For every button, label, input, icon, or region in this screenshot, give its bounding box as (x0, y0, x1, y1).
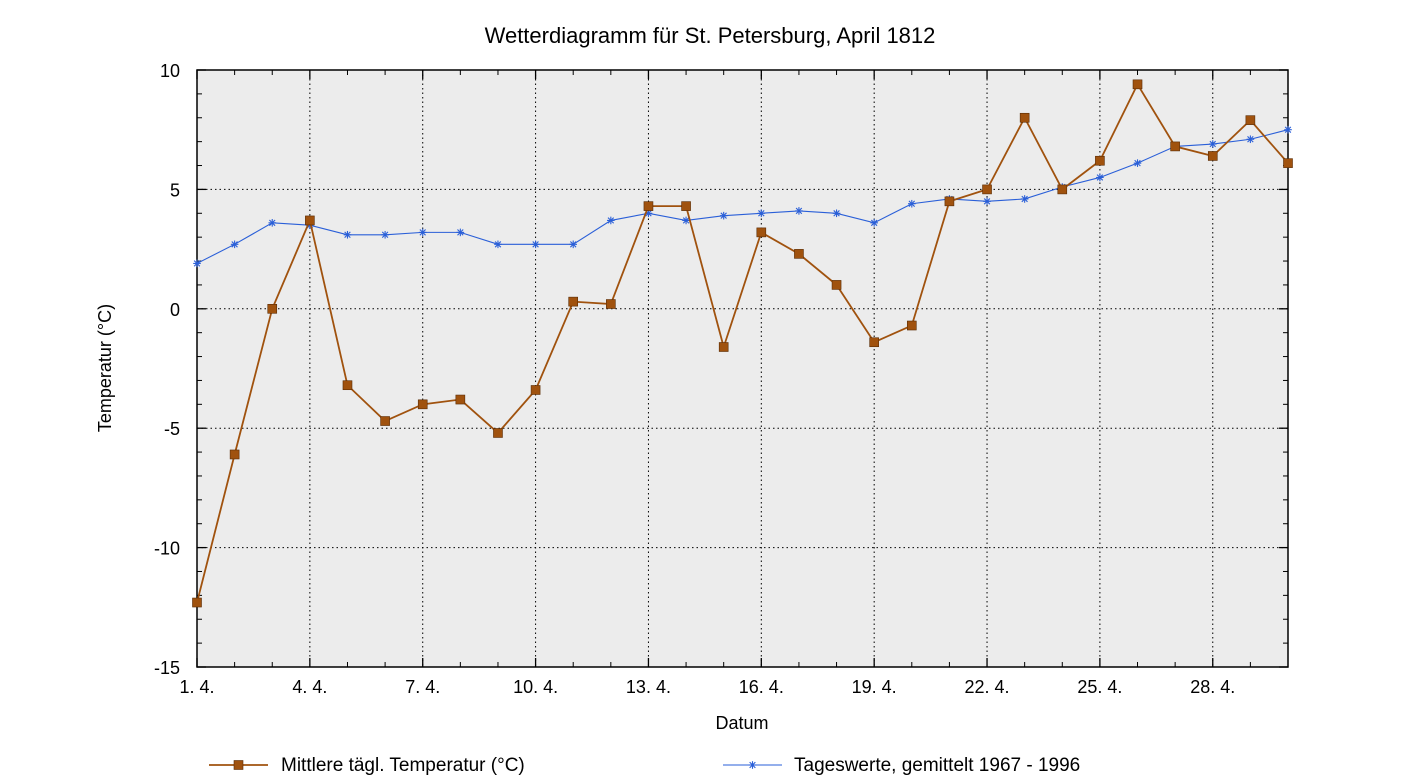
data-point-series-1 (305, 215, 315, 226)
data-point-series-1 (568, 296, 579, 307)
data-point-series-1 (794, 249, 804, 259)
x-tick-label: 19. 4. (852, 677, 897, 697)
data-point-series-1 (1095, 155, 1105, 166)
data-point-series-2 (343, 230, 352, 239)
data-point-series-1 (455, 394, 466, 405)
legend-marker (748, 761, 757, 769)
data-point-series-1 (417, 399, 428, 410)
y-tick-label: 0 (170, 300, 180, 320)
data-point-series-2 (1096, 173, 1104, 182)
data-point-series-2 (719, 211, 728, 220)
data-point-series-1 (267, 303, 278, 314)
data-point-series-2 (682, 216, 690, 225)
data-point-series-1 (342, 380, 353, 391)
data-point-series-2 (1133, 159, 1142, 167)
x-tick-label: 16. 4. (739, 677, 784, 697)
data-point-series-2 (381, 230, 389, 239)
y-tick-label: -5 (164, 419, 180, 439)
data-point-series-1 (1132, 79, 1143, 90)
legend-swatch-series-1 (209, 760, 268, 770)
x-tick-label: 25. 4. (1077, 677, 1122, 697)
x-tick-label: 28. 4. (1190, 677, 1235, 697)
y-tick-label: -10 (154, 539, 180, 559)
data-point-series-1 (1283, 158, 1293, 168)
data-point-series-1 (643, 201, 654, 211)
data-point-series-1 (1170, 141, 1180, 152)
data-point-series-2 (907, 199, 916, 208)
series-layer (192, 79, 1293, 608)
data-point-series-1 (1245, 115, 1256, 125)
data-point-series-2 (193, 259, 201, 268)
y-axis-label: Temperatur (°C) (95, 304, 115, 432)
legend-label-series-2: Tageswerte, gemittelt 1967 - 1996 (794, 755, 1080, 776)
data-point-series-1 (944, 196, 955, 207)
legend-swatch-series-2 (723, 761, 782, 769)
plot-frame (196, 69, 1289, 668)
data-point-series-2 (1246, 135, 1255, 144)
y-tick-label: 10 (160, 61, 180, 81)
data-point-series-1 (493, 428, 503, 438)
data-point-series-1 (1207, 151, 1218, 161)
data-point-series-2 (1020, 195, 1029, 203)
data-point-series-2 (569, 240, 578, 249)
data-point-series-2 (1208, 140, 1217, 148)
y-tick-labels: -15 -10 -5 0 5 10 (154, 61, 180, 678)
grid-lines (197, 70, 1288, 667)
data-point-series-2 (531, 240, 540, 249)
x-tick-label: 7. 4. (405, 677, 440, 697)
data-point-series-1 (530, 385, 541, 395)
data-point-series-1 (380, 416, 390, 426)
data-point-series-2 (230, 240, 239, 249)
data-point-series-1 (1057, 184, 1068, 195)
data-point-series-2 (983, 197, 991, 206)
data-point-series-2 (757, 209, 766, 218)
legend-label-series-1: Mittlere tägl. Temperatur (°C) (281, 755, 525, 776)
series-line-2 (196, 129, 1289, 264)
series-line-1 (196, 82, 1289, 603)
data-point-series-1 (756, 227, 767, 238)
y-tick-label: -15 (154, 658, 180, 678)
data-point-series-1 (681, 201, 691, 211)
data-point-series-2 (832, 209, 841, 218)
data-point-series-1 (869, 337, 879, 348)
data-point-series-2 (494, 240, 502, 249)
data-point-series-2 (418, 228, 427, 237)
data-point-series-1 (906, 320, 917, 331)
data-point-series-2 (268, 219, 277, 227)
x-axis-label: Datum (715, 713, 768, 733)
legend-entry-series-1: Mittlere tägl. Temperatur (°C) (209, 755, 525, 776)
data-point-series-2 (456, 228, 465, 237)
data-point-series-2 (795, 207, 803, 215)
x-tick-label: 4. 4. (292, 677, 327, 697)
x-tick-label: 10. 4. (513, 677, 558, 697)
x-tick-labels: 1. 4. 4. 4. 7. 4. 10. 4. 13. 4. 16. 4. 19. 4. 2… (179, 677, 1235, 697)
data-point-series-1 (606, 299, 616, 309)
plot-area (197, 70, 1288, 667)
legend: Mittlere tägl. Temperatur (°C) Tageswert… (209, 755, 1080, 776)
chart-title: Wetterdiagramm für St. Petersburg, April… (485, 23, 936, 48)
data-point-series-2 (870, 219, 878, 227)
series-1 (192, 79, 1293, 608)
data-point-series-1 (1019, 112, 1030, 123)
data-point-series-2 (607, 216, 615, 225)
y-tick-label: 5 (170, 180, 180, 200)
data-point-series-1 (982, 184, 992, 195)
data-point-series-1 (229, 449, 240, 460)
data-point-series-1 (831, 280, 842, 290)
x-tick-label: 22. 4. (965, 677, 1010, 697)
x-tick-label: 13. 4. (626, 677, 671, 697)
legend-marker (233, 760, 244, 770)
data-point-series-1 (718, 342, 729, 352)
data-point-series-2 (1284, 125, 1292, 134)
legend-entry-series-2: Tageswerte, gemittelt 1967 - 1996 (723, 755, 1080, 776)
data-point-series-1 (192, 597, 202, 608)
x-tick-label: 1. 4. (179, 677, 214, 697)
